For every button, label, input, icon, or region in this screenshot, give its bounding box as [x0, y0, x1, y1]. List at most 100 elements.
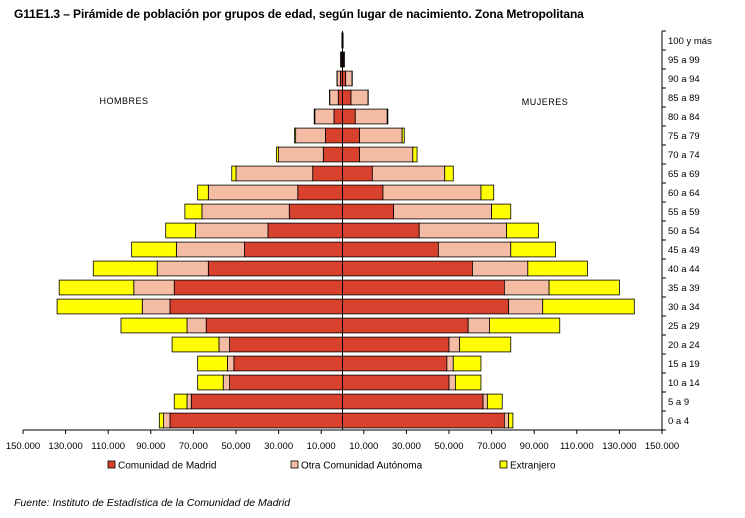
bar-women-35-a-39-comunidad-de-madrid [342, 279, 505, 296]
bar-men-85-a-89-otra-comunidad-autonoma [329, 89, 339, 106]
bar-men-50-a-54-otra-comunidad-autonoma [195, 222, 269, 239]
bar-women-85-a-89-comunidad-de-madrid [342, 89, 352, 106]
bar-women-90-a-94-otra-comunidad-autonoma [345, 70, 353, 87]
x-tick-label: 150.000 [645, 441, 679, 452]
bar-men-5-a-9-otra-comunidad-autonoma [186, 393, 192, 410]
age-label-85-a-89: 85 a 89 [668, 93, 700, 104]
bar-women-20-a-24-comunidad-de-madrid [342, 336, 450, 353]
bar-women-0-a-4-extranjero [508, 412, 514, 429]
bar-women-55-a-59-otra-comunidad-autonoma [393, 203, 492, 220]
bar-men-75-a-79-extranjero [294, 127, 297, 144]
bar-women-70-a-74-otra-comunidad-autonoma [359, 146, 414, 163]
bar-men-65-a-69-extranjero [231, 165, 237, 182]
bar-men-20-a-24-comunidad-de-madrid [229, 336, 343, 353]
bar-men-25-a-29-comunidad-de-madrid [205, 317, 343, 334]
bar-women-5-a-9-extranjero [486, 393, 503, 410]
x-tick-label: 30.000 [392, 441, 421, 452]
bar-men-0-a-4-extranjero [158, 412, 164, 429]
bar-men-10-a-14-otra-comunidad-autonoma [222, 374, 231, 391]
bar-women-10-a-14-otra-comunidad-autonoma [448, 374, 456, 391]
age-label-80-a-84: 80 a 84 [668, 112, 700, 123]
bar-women-25-a-29-extranjero [489, 317, 561, 334]
age-label-40-a-44: 40 a 44 [668, 264, 700, 275]
bar-women-25-a-29-otra-comunidad-autonoma [467, 317, 490, 334]
bar-men-70-a-74-extranjero [276, 146, 280, 163]
age-label-75-a-79: 75 a 79 [668, 131, 700, 142]
bar-men-60-a-64-extranjero [197, 184, 209, 201]
bar-women-5-a-9-comunidad-de-madrid [342, 393, 484, 410]
bar-men-45-a-49-comunidad-de-madrid [244, 241, 343, 258]
legend-label-otra-comunidad-autonoma: Otra Comunidad Autónoma [301, 461, 423, 472]
bar-men-50-a-54-extranjero [165, 222, 196, 239]
side-label-mujeres: MUJERES [522, 97, 569, 107]
bar-women-75-a-79-extranjero [401, 127, 405, 144]
bar-men-55-a-59-extranjero [184, 203, 203, 220]
bar-women-65-a-69-extranjero [444, 165, 454, 182]
bar-women-85-a-89-otra-comunidad-autonoma [350, 89, 369, 106]
bar-men-55-a-59-otra-comunidad-autonoma [201, 203, 290, 220]
bar-women-70-a-74-extranjero [412, 146, 418, 163]
age-label-90-a-94: 90 a 94 [668, 74, 700, 85]
bar-women-20-a-24-extranjero [459, 336, 512, 353]
bar-men-40-a-44-comunidad-de-madrid [207, 260, 343, 277]
bar-men-80-a-84-otra-comunidad-autonoma [314, 108, 335, 125]
bar-men-25-a-29-extranjero [120, 317, 188, 334]
bar-men-30-a-34-comunidad-de-madrid [169, 298, 343, 315]
legend-swatch-comunidad-de-madrid [107, 460, 116, 469]
x-tick-label: 10.000 [349, 441, 378, 452]
age-label-60-a-64: 60 a 64 [668, 188, 700, 199]
age-label-15-a-19: 15 a 19 [668, 359, 700, 370]
legend-label-extranjero: Extranjero [510, 461, 556, 472]
bar-women-95-a-99-otra-comunidad-autonoma [343, 51, 346, 68]
bar-men-45-a-49-otra-comunidad-autonoma [175, 241, 245, 258]
legend-swatch-extranjero [499, 460, 508, 469]
age-label-30-a-34: 30 a 34 [668, 302, 700, 313]
bar-women-65-a-69-otra-comunidad-autonoma [371, 165, 446, 182]
legend-layer: Comunidad de Madrid Otra Comunidad Autóno… [107, 460, 556, 472]
bar-women-10-a-14-comunidad-de-madrid [342, 374, 450, 391]
age-label-5-a-9: 5 a 9 [668, 397, 689, 408]
bar-men-65-a-69-comunidad-de-madrid [312, 165, 343, 182]
source-note: Fuente: Instituto de Estadística de la C… [14, 497, 291, 509]
age-label-65-a-69: 65 a 69 [668, 169, 700, 180]
bar-men-30-a-34-extranjero [56, 298, 143, 315]
x-tick-label: 110.000 [91, 441, 125, 452]
x-tick-label: 30.000 [264, 441, 293, 452]
age-label-25-a-29: 25 a 29 [668, 321, 700, 332]
age-label-35-a-39: 35 a 39 [668, 283, 700, 294]
bar-men-60-a-64-comunidad-de-madrid [297, 184, 343, 201]
bar-men-20-a-24-extranjero [171, 336, 220, 353]
bar-women-0-a-4-otra-comunidad-autonoma [503, 412, 510, 429]
bar-women-40-a-44-otra-comunidad-autonoma [472, 260, 529, 277]
bar-men-70-a-74-otra-comunidad-autonoma [278, 146, 324, 163]
x-tick-label: 70.000 [477, 441, 506, 452]
bar-men-80-a-84-comunidad-de-madrid [333, 108, 343, 125]
bar-women-45-a-49-extranjero [510, 241, 556, 258]
axis-layer [22, 30, 666, 434]
bar-men-15-a-19-comunidad-de-madrid [233, 355, 343, 372]
bar-men-35-a-39-otra-comunidad-autonoma [133, 279, 175, 296]
bar-women-15-a-19-otra-comunidad-autonoma [446, 355, 454, 372]
labels-layer: 0 a 4 5 a 9 10 a 14 15 a 19 20 a 24 25 a 29 30… [6, 36, 712, 452]
bar-men-15-a-19-otra-comunidad-autonoma [227, 355, 235, 372]
x-tick-label: 10.000 [307, 441, 336, 452]
bar-men-85-a-89-comunidad-de-madrid [337, 89, 343, 106]
bar-men-5-a-9-comunidad-de-madrid [190, 393, 343, 410]
bar-men-25-a-29-otra-comunidad-autonoma [186, 317, 207, 334]
bar-men-5-a-9-extranjero [173, 393, 188, 410]
bar-women-70-a-74-comunidad-de-madrid [342, 146, 360, 163]
bar-women-55-a-59-comunidad-de-madrid [342, 203, 395, 220]
x-tick-label: 150.000 [6, 441, 40, 452]
bars-layer [56, 32, 635, 429]
bar-women-80-a-84-comunidad-de-madrid [342, 108, 356, 125]
bar-men-55-a-59-comunidad-de-madrid [288, 203, 343, 220]
bar-men-95-a-99-otra-comunidad-autonoma [339, 51, 342, 68]
bar-men-40-a-44-extranjero [92, 260, 158, 277]
bar-men-75-a-79-otra-comunidad-autonoma [295, 127, 326, 144]
x-tick-label: 50.000 [434, 441, 463, 452]
bar-men-15-a-19-extranjero [197, 355, 228, 372]
bar-women-40-a-44-comunidad-de-madrid [342, 260, 473, 277]
x-tick-label: 90.000 [136, 441, 165, 452]
bar-women-45-a-49-otra-comunidad-autonoma [437, 241, 512, 258]
